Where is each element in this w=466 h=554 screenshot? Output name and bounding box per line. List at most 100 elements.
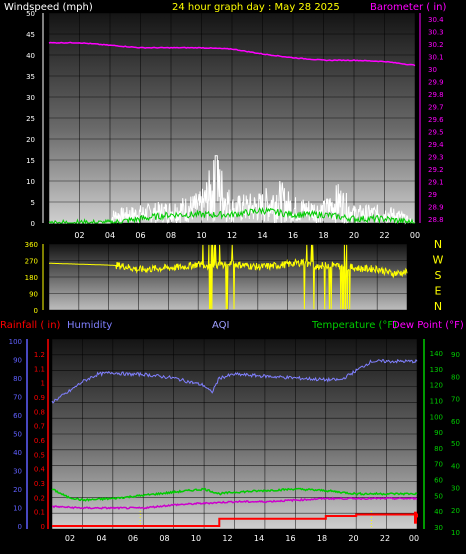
- baro-tick-label: 29.6: [428, 116, 444, 124]
- wind-direction-line: [49, 244, 408, 310]
- baro-tick-label: 30.4: [428, 16, 444, 24]
- compass-label: E: [435, 285, 442, 298]
- rain-tick-label: 0.5: [34, 451, 45, 459]
- dewpoint-tick-label: 10: [451, 529, 460, 537]
- humidity-tick-label: 20: [13, 486, 22, 494]
- baro-tick-label: 30: [428, 66, 437, 74]
- time-tick-label: 10: [191, 534, 201, 543]
- direction-tick-label: 90: [29, 291, 38, 299]
- baro-tick-label: 30.2: [428, 41, 444, 49]
- wind-tick-label: 0: [31, 220, 35, 228]
- time-tick-label: 14: [257, 231, 267, 240]
- wind-tick-label: 35: [26, 73, 35, 81]
- time-tick-label: 20: [349, 231, 359, 240]
- time-tick-label: 02: [65, 534, 75, 543]
- rain-tick-label: 0: [41, 523, 45, 531]
- dewpoint-line: [51, 496, 418, 510]
- rain-tick-label: 0.3: [34, 480, 45, 488]
- baro-tick-label: 29: [428, 191, 437, 199]
- wind-tick-label: 20: [26, 136, 35, 144]
- dewpoint-axis-title: Dew Point (°F): [392, 320, 464, 331]
- dewpoint-tick-label: 80: [451, 373, 460, 381]
- compass-label: N: [434, 238, 442, 251]
- temperature-axis-title: Temperature (°F): [311, 320, 397, 331]
- dewpoint-tick-label: 40: [451, 462, 460, 470]
- time-tick-label: 18: [318, 231, 328, 240]
- humidity-tick-label: 70: [13, 394, 22, 402]
- time-tick-label: 02: [74, 231, 84, 240]
- humidity-tick-label: 0: [18, 523, 22, 531]
- time-tick-label: 06: [135, 231, 145, 240]
- time-tick-label: 06: [128, 534, 138, 543]
- compass-label: S: [435, 269, 442, 282]
- wind-tick-label: 10: [26, 178, 35, 186]
- wind-axis-title: Windspeed (mph): [4, 2, 93, 13]
- rain-tick-label: 1.1: [34, 365, 45, 373]
- wind-tick-label: 25: [26, 115, 35, 123]
- humidity-tick-label: 80: [13, 375, 22, 383]
- compass-label: W: [433, 254, 444, 267]
- dewpoint-tick-label: 20: [451, 507, 460, 515]
- time-tick-label: 14: [254, 534, 264, 543]
- rain-tick-label: 1: [41, 380, 45, 388]
- wind-tick-label: 50: [26, 10, 35, 18]
- baro-tick-label: 29.9: [428, 79, 444, 87]
- baro-tick-label: 30.3: [428, 29, 444, 37]
- humidity-tick-label: 50: [13, 431, 22, 439]
- dewpoint-tick-label: 90: [451, 351, 460, 359]
- temperature-tick-label: 50: [434, 492, 443, 500]
- direction-tick-label: 360: [25, 241, 38, 249]
- time-tick-label: 22: [379, 231, 389, 240]
- time-tick-label: 22: [380, 534, 390, 543]
- rain-tick-label: 0.8: [34, 408, 45, 416]
- humidity-tick-label: 60: [13, 412, 22, 420]
- time-tick-label: 08: [159, 534, 169, 543]
- windspeed-line: [49, 155, 416, 225]
- temperature-tick-label: 130: [430, 366, 443, 374]
- temperature-tick-label: 40: [434, 508, 443, 516]
- time-tick-label: 08: [166, 231, 176, 240]
- baro-tick-label: 29.3: [428, 154, 444, 162]
- humidity-line: [51, 358, 418, 404]
- rain-tick-label: 0.7: [34, 423, 45, 431]
- aqi-label: AQI: [212, 320, 230, 331]
- dewpoint-tick-label: 50: [451, 440, 460, 448]
- baro-axis-title: Barometer ( in): [370, 2, 446, 13]
- dewpoint-tick-label: 70: [451, 396, 460, 404]
- rain-tick-label: 0.4: [34, 466, 46, 474]
- baro-tick-label: 29.1: [428, 179, 444, 187]
- baro-tick-label: 29.2: [428, 166, 444, 174]
- time-tick-label: 10: [196, 231, 206, 240]
- temperature-tick-label: 60: [434, 477, 443, 485]
- time-tick-label: 12: [227, 231, 237, 240]
- rainfall-line: [52, 513, 418, 527]
- temperature-tick-label: 70: [434, 461, 443, 469]
- wind-tick-label: 15: [26, 157, 35, 165]
- wind-average-line: [48, 206, 415, 225]
- time-tick-label: 16: [288, 231, 298, 240]
- graph-title: 24 hour graph day : May 28 2025: [172, 2, 340, 13]
- time-tick-label: 12: [222, 534, 232, 543]
- baro-tick-label: 29.7: [428, 104, 444, 112]
- humidity-tick-label: 10: [13, 505, 22, 513]
- time-tick-label: 20: [348, 534, 358, 543]
- temperature-line: [51, 487, 418, 502]
- rain-tick-label: 1.2: [34, 351, 45, 359]
- baro-tick-label: 29.5: [428, 129, 444, 137]
- humidity-tick-label: 100: [9, 338, 22, 346]
- wind-tick-label: 30: [26, 94, 35, 102]
- rain-tick-label: 0.6: [34, 437, 46, 445]
- humidity-tick-label: 90: [13, 357, 22, 365]
- temperature-tick-label: 120: [430, 382, 443, 390]
- baro-tick-label: 30.1: [428, 54, 444, 62]
- temperature-tick-label: 140: [430, 350, 443, 358]
- rain-tick-label: 0.2: [34, 494, 45, 502]
- dewpoint-tick-label: 60: [451, 418, 460, 426]
- time-tick-label: 00: [410, 231, 420, 240]
- baro-tick-label: 29.8: [428, 91, 444, 99]
- direction-tick-label: 270: [25, 258, 38, 266]
- time-tick-label: 00: [409, 534, 419, 543]
- temperature-tick-label: 30: [434, 524, 443, 532]
- wind-tick-label: 45: [26, 31, 35, 39]
